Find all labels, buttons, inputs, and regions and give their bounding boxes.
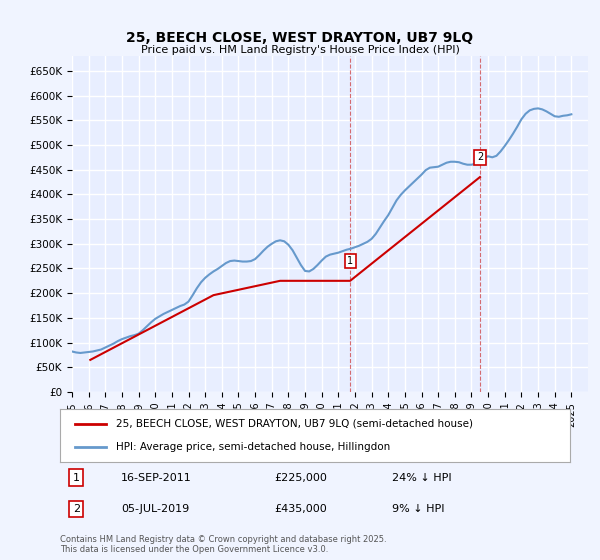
Text: 1: 1 bbox=[347, 256, 353, 266]
Text: HPI: Average price, semi-detached house, Hillingdon: HPI: Average price, semi-detached house,… bbox=[116, 442, 391, 452]
Text: Contains HM Land Registry data © Crown copyright and database right 2025.
This d: Contains HM Land Registry data © Crown c… bbox=[60, 535, 386, 554]
Text: 9% ↓ HPI: 9% ↓ HPI bbox=[392, 504, 444, 514]
Text: Price paid vs. HM Land Registry's House Price Index (HPI): Price paid vs. HM Land Registry's House … bbox=[140, 45, 460, 55]
Text: 2: 2 bbox=[477, 152, 483, 162]
Text: 24% ↓ HPI: 24% ↓ HPI bbox=[392, 473, 451, 483]
Text: £435,000: £435,000 bbox=[274, 504, 327, 514]
Text: 2: 2 bbox=[73, 504, 80, 514]
Text: 1: 1 bbox=[73, 473, 80, 483]
Text: 25, BEECH CLOSE, WEST DRAYTON, UB7 9LQ: 25, BEECH CLOSE, WEST DRAYTON, UB7 9LQ bbox=[127, 31, 473, 45]
Text: £225,000: £225,000 bbox=[274, 473, 327, 483]
Text: 05-JUL-2019: 05-JUL-2019 bbox=[121, 504, 190, 514]
Text: 25, BEECH CLOSE, WEST DRAYTON, UB7 9LQ (semi-detached house): 25, BEECH CLOSE, WEST DRAYTON, UB7 9LQ (… bbox=[116, 419, 473, 429]
Text: 16-SEP-2011: 16-SEP-2011 bbox=[121, 473, 192, 483]
